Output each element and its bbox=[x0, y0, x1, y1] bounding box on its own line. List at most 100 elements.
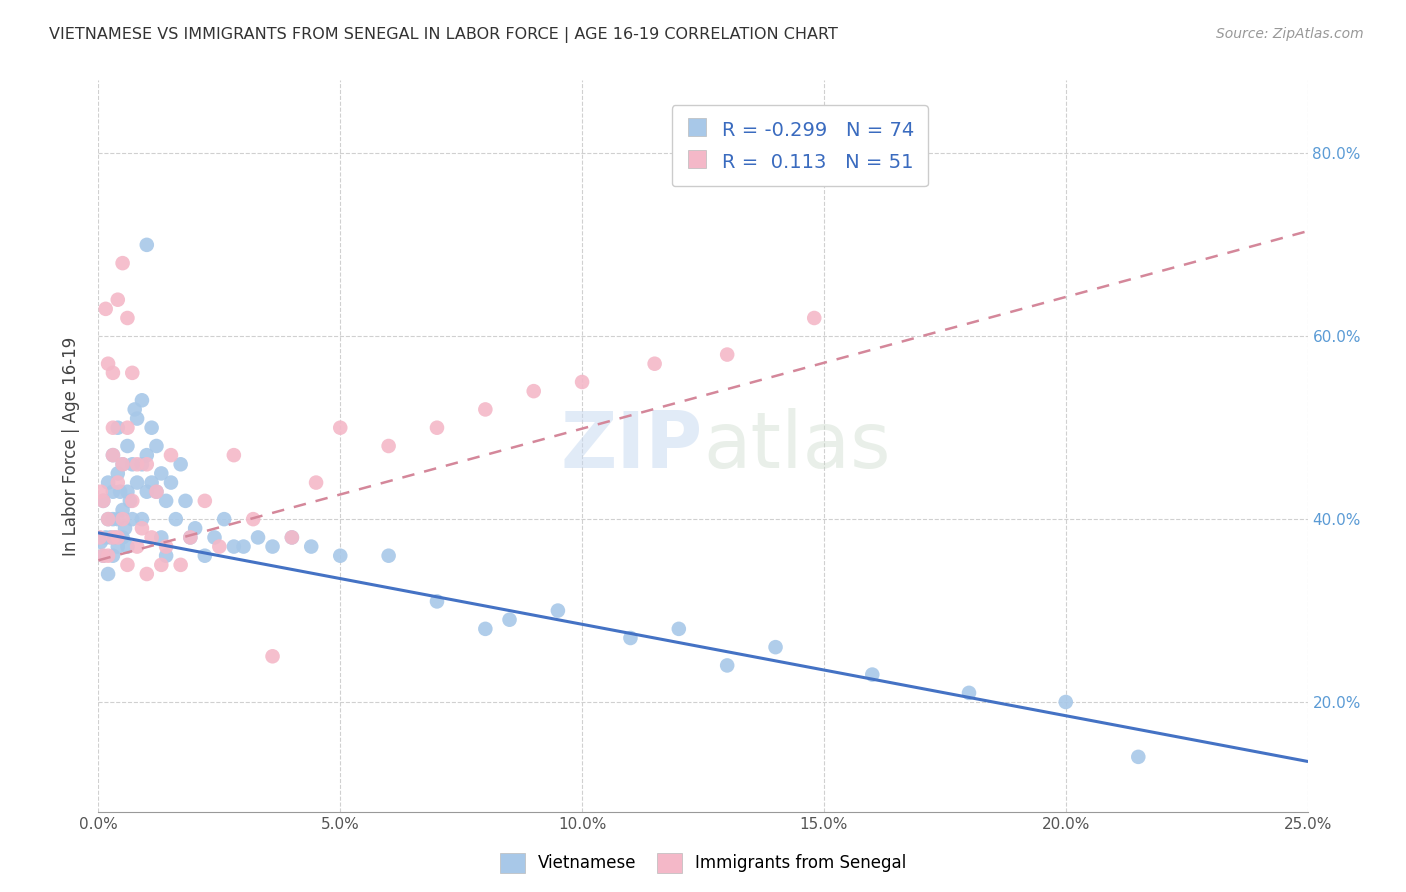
Point bbox=[135, 448, 157, 462]
Point bbox=[124, 402, 146, 417]
Point bbox=[135, 484, 157, 499]
Point bbox=[160, 475, 183, 490]
Point bbox=[107, 530, 129, 544]
Point bbox=[131, 393, 153, 408]
Y-axis label: In Labor Force | Age 16-19: In Labor Force | Age 16-19 bbox=[62, 336, 80, 556]
Point bbox=[179, 530, 201, 544]
Point bbox=[121, 494, 143, 508]
Point bbox=[141, 475, 163, 490]
Point bbox=[155, 494, 177, 508]
Point bbox=[716, 348, 738, 362]
Point bbox=[111, 256, 134, 270]
Point bbox=[135, 238, 157, 252]
Point bbox=[97, 549, 120, 563]
Point bbox=[90, 535, 112, 549]
Point bbox=[111, 530, 134, 544]
Point bbox=[108, 484, 131, 499]
Text: ZIP: ZIP bbox=[561, 408, 703, 484]
Point bbox=[426, 594, 449, 608]
Point bbox=[803, 311, 825, 326]
Point bbox=[644, 357, 666, 371]
Point bbox=[101, 448, 124, 462]
Point bbox=[204, 530, 226, 544]
Point bbox=[135, 457, 157, 471]
Point bbox=[169, 558, 191, 572]
Point bbox=[101, 530, 124, 544]
Point bbox=[121, 512, 143, 526]
Point bbox=[97, 567, 120, 582]
Point bbox=[111, 457, 134, 471]
Point bbox=[299, 540, 322, 554]
Point bbox=[523, 384, 546, 398]
Point bbox=[247, 530, 270, 544]
Text: atlas: atlas bbox=[703, 408, 890, 484]
Point bbox=[127, 540, 149, 554]
Point bbox=[377, 549, 399, 563]
Point bbox=[222, 448, 245, 462]
Point bbox=[242, 512, 264, 526]
Point bbox=[150, 530, 173, 544]
Point bbox=[94, 530, 117, 544]
Point bbox=[1054, 695, 1077, 709]
Point bbox=[498, 613, 520, 627]
Point bbox=[145, 484, 167, 499]
Point bbox=[127, 457, 149, 471]
Point bbox=[150, 467, 173, 481]
Point bbox=[329, 421, 352, 435]
Point bbox=[101, 448, 124, 462]
Point bbox=[194, 494, 217, 508]
Point bbox=[131, 521, 153, 535]
Point bbox=[474, 402, 496, 417]
Point bbox=[91, 494, 114, 508]
Point bbox=[262, 540, 284, 554]
Point bbox=[104, 530, 127, 544]
Point bbox=[155, 549, 177, 563]
Point bbox=[305, 475, 328, 490]
Point bbox=[121, 457, 143, 471]
Point bbox=[1128, 749, 1150, 764]
Legend: R = -0.299   N = 74, R =  0.113   N = 51: R = -0.299 N = 74, R = 0.113 N = 51 bbox=[672, 104, 928, 186]
Point bbox=[281, 530, 304, 544]
Point bbox=[107, 540, 129, 554]
Point bbox=[262, 649, 284, 664]
Point bbox=[141, 530, 163, 544]
Point bbox=[426, 421, 449, 435]
Text: VIETNAMESE VS IMMIGRANTS FROM SENEGAL IN LABOR FORCE | AGE 16-19 CORRELATION CHA: VIETNAMESE VS IMMIGRANTS FROM SENEGAL IN… bbox=[49, 27, 838, 43]
Point bbox=[474, 622, 496, 636]
Point bbox=[111, 457, 134, 471]
Point bbox=[571, 375, 593, 389]
Point bbox=[141, 421, 163, 435]
Point bbox=[208, 540, 231, 554]
Point bbox=[117, 439, 139, 453]
Point bbox=[619, 631, 641, 645]
Point bbox=[97, 512, 120, 526]
Point bbox=[127, 475, 149, 490]
Point bbox=[169, 457, 191, 471]
Point bbox=[97, 475, 120, 490]
Point bbox=[212, 512, 235, 526]
Point bbox=[107, 512, 129, 526]
Point bbox=[184, 521, 207, 535]
Point bbox=[90, 484, 112, 499]
Point bbox=[135, 567, 157, 582]
Point bbox=[179, 530, 201, 544]
Point bbox=[765, 640, 787, 655]
Point bbox=[222, 540, 245, 554]
Point bbox=[97, 357, 120, 371]
Point bbox=[111, 512, 134, 526]
Point bbox=[114, 521, 136, 535]
Point bbox=[107, 467, 129, 481]
Point bbox=[155, 540, 177, 554]
Point bbox=[329, 549, 352, 563]
Point bbox=[194, 549, 217, 563]
Point bbox=[547, 603, 569, 617]
Point bbox=[107, 421, 129, 435]
Point bbox=[101, 512, 124, 526]
Point bbox=[145, 439, 167, 453]
Point bbox=[121, 366, 143, 380]
Point bbox=[94, 301, 117, 316]
Point bbox=[101, 366, 124, 380]
Legend: Vietnamese, Immigrants from Senegal: Vietnamese, Immigrants from Senegal bbox=[494, 847, 912, 880]
Point bbox=[89, 530, 111, 544]
Point bbox=[160, 448, 183, 462]
